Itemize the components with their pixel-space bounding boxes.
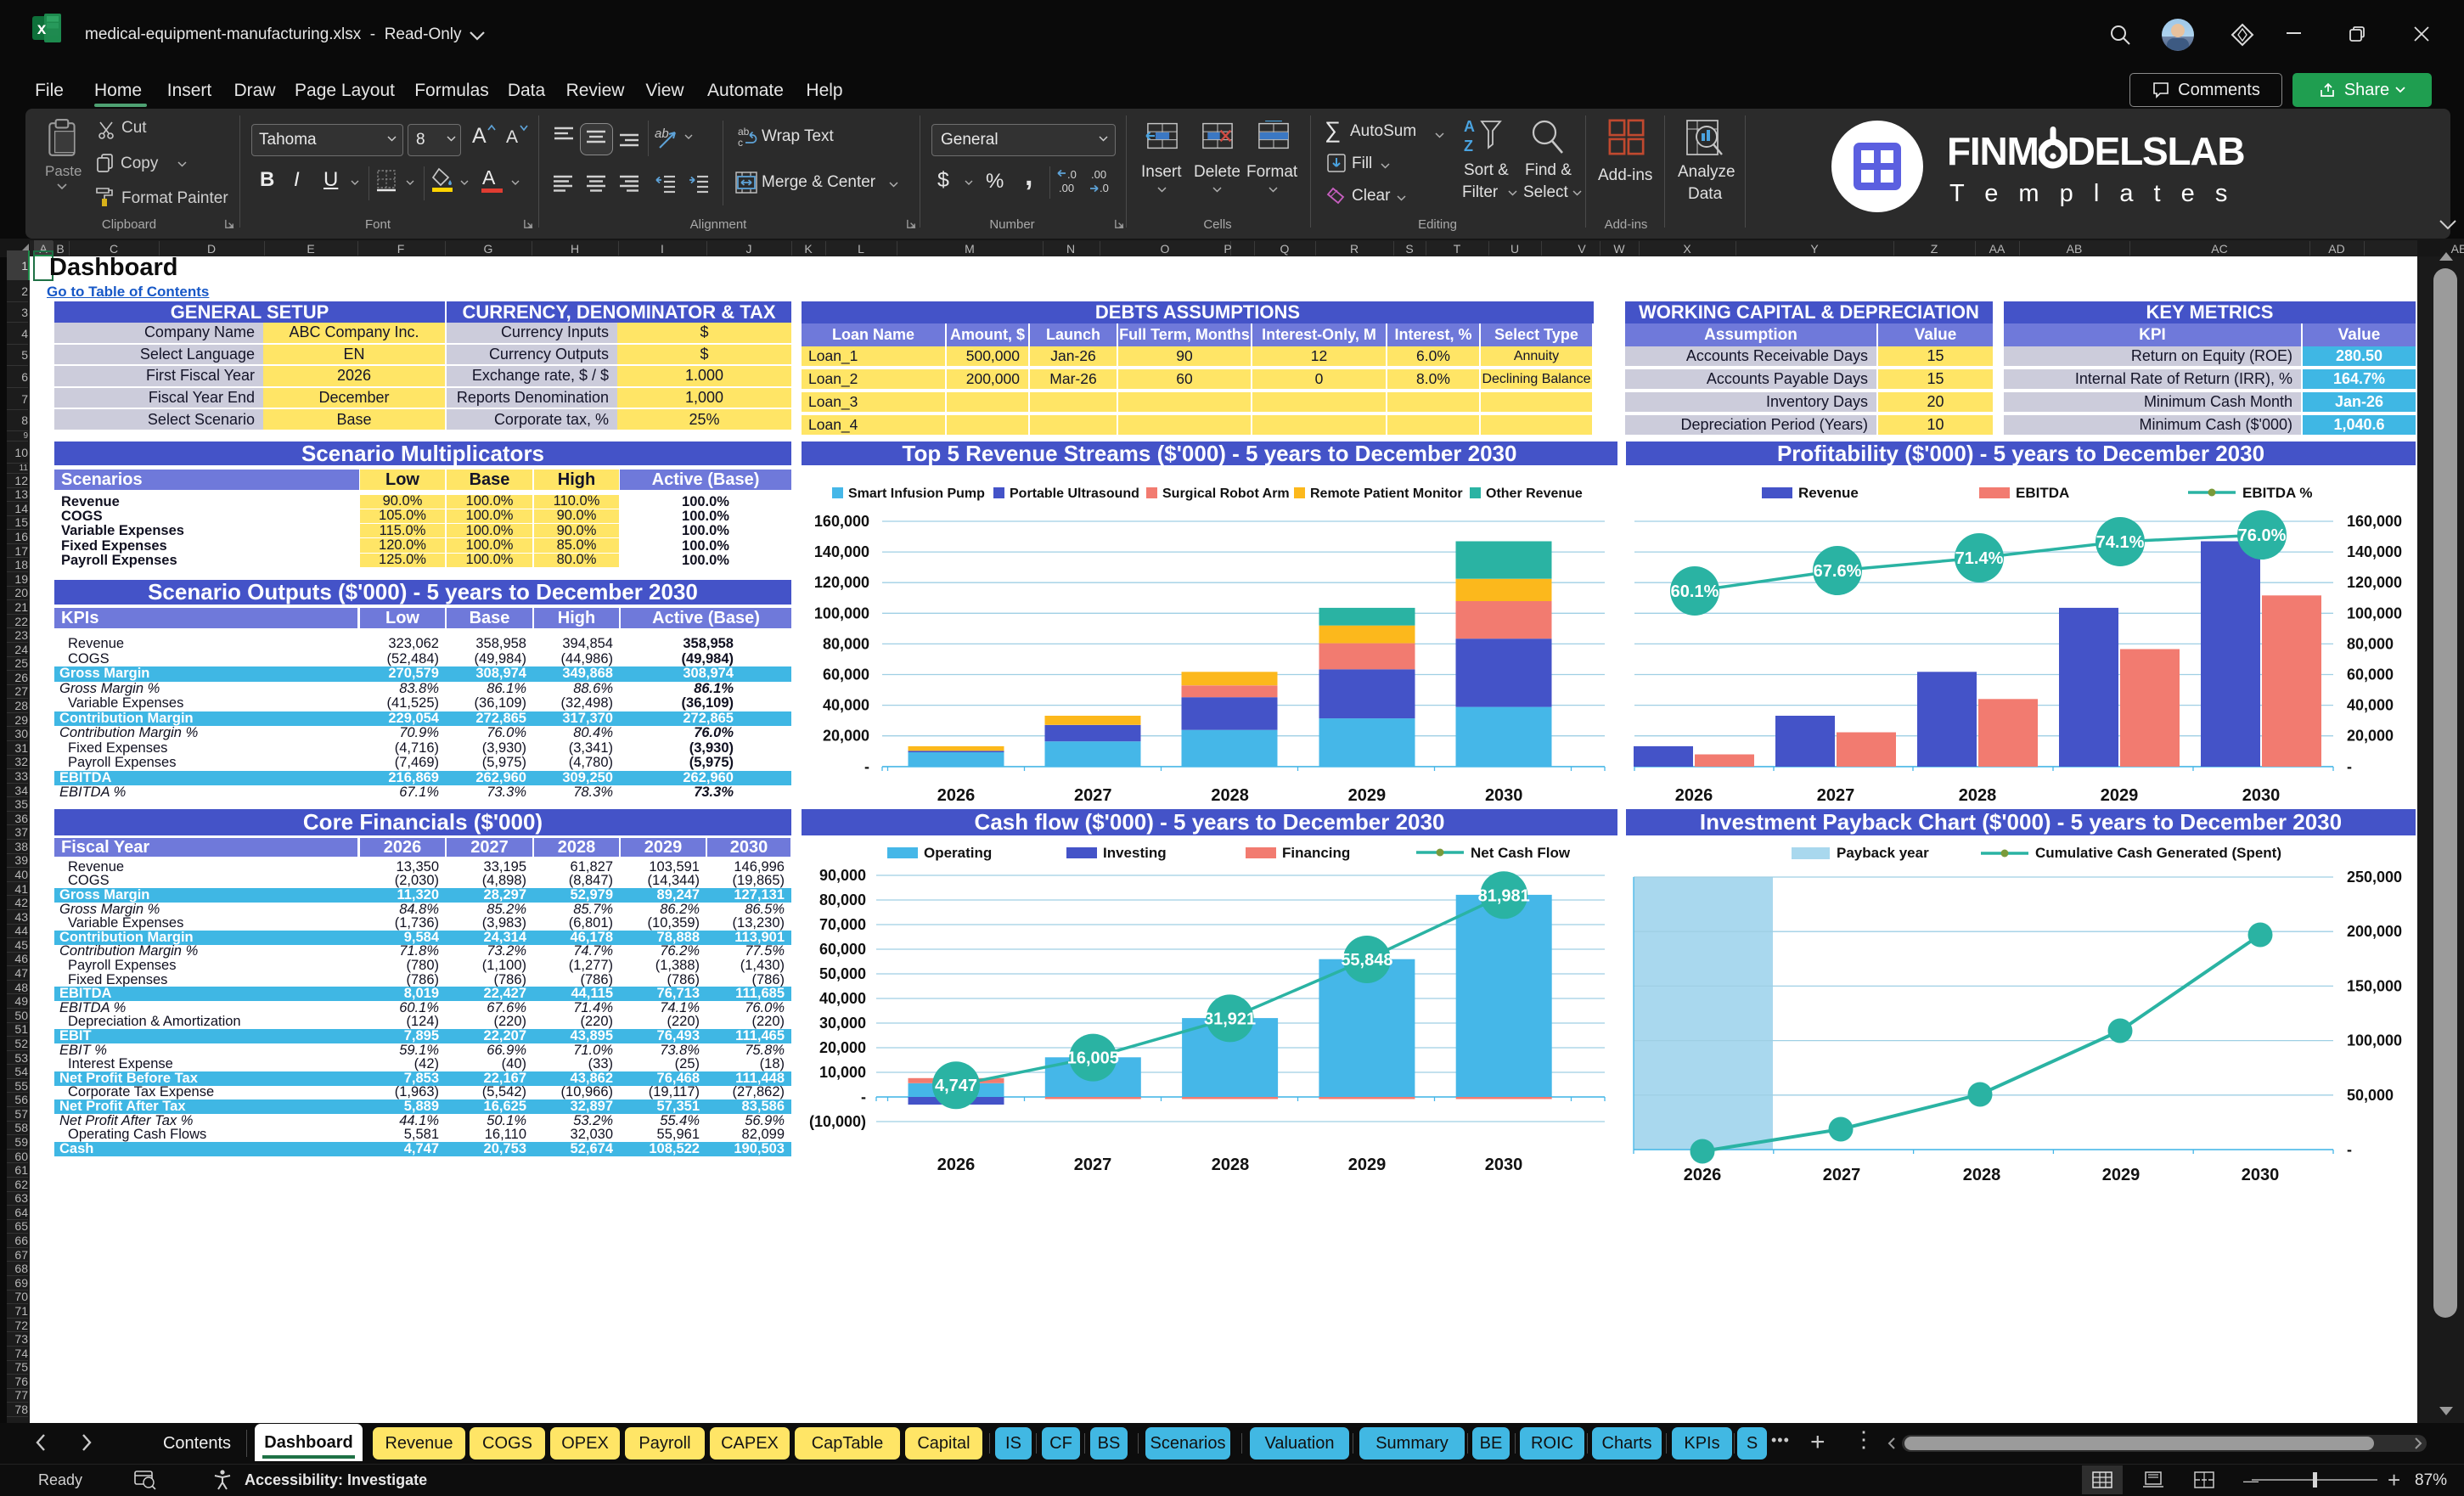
svg-text:EBITDA: EBITDA	[2016, 485, 2069, 501]
svg-text:20,000: 20,000	[2347, 728, 2394, 745]
svg-text:Other Revenue: Other Revenue	[1486, 486, 1583, 501]
svg-text:.00: .00	[1059, 182, 1074, 194]
svg-text:Financing: Financing	[1282, 845, 1350, 861]
svg-text:20,000: 20,000	[823, 728, 869, 745]
svg-text:140,000: 140,000	[814, 543, 869, 560]
svg-text:2026: 2026	[1675, 786, 1713, 805]
svg-text:Payback year: Payback year	[1837, 845, 1929, 861]
svg-text:Remote Patient Monitor: Remote Patient Monitor	[1310, 486, 1463, 501]
svg-text:67.6%: 67.6%	[1814, 562, 1862, 581]
svg-text:40,000: 40,000	[2347, 697, 2394, 714]
svg-text:.00: .00	[1091, 168, 1106, 181]
svg-text:76.0%: 76.0%	[2238, 526, 2287, 545]
svg-text:(10,000): (10,000)	[809, 1113, 866, 1130]
svg-text:40,000: 40,000	[823, 697, 869, 714]
svg-text:c: c	[738, 137, 743, 149]
svg-text:2030: 2030	[2242, 786, 2281, 805]
svg-text:30,000: 30,000	[819, 1015, 866, 1032]
svg-text:120,000: 120,000	[814, 574, 869, 591]
svg-text:-: -	[2347, 758, 2352, 775]
svg-text:55,848: 55,848	[1341, 951, 1392, 970]
svg-text:60,000: 60,000	[819, 941, 866, 958]
svg-text:-: -	[861, 1088, 866, 1105]
svg-text:ab: ab	[655, 127, 669, 141]
svg-text:2027: 2027	[1074, 1156, 1112, 1174]
svg-text:Operating: Operating	[924, 845, 992, 861]
svg-text:20,000: 20,000	[819, 1039, 866, 1056]
svg-text:2028: 2028	[1212, 1156, 1250, 1174]
svg-text:31,921: 31,921	[1204, 1010, 1256, 1028]
svg-text:Z: Z	[1464, 138, 1473, 155]
svg-text:70,000: 70,000	[819, 916, 866, 933]
svg-text:Investing: Investing	[1103, 845, 1167, 861]
svg-text:140,000: 140,000	[2347, 543, 2402, 560]
svg-text:Cumulative Cash Generated (Spe: Cumulative Cash Generated (Spent)	[2035, 845, 2281, 861]
svg-text:EBITDA %: EBITDA %	[2242, 485, 2313, 501]
svg-text:2030: 2030	[1485, 786, 1523, 805]
svg-text:74.1%: 74.1%	[2096, 533, 2145, 552]
svg-text:200,000: 200,000	[2347, 923, 2402, 940]
svg-text:4,747: 4,747	[935, 1077, 977, 1095]
svg-text:80,000: 80,000	[2347, 635, 2394, 652]
svg-text:71.4%: 71.4%	[1955, 549, 2004, 568]
svg-text:-: -	[864, 758, 869, 775]
svg-text:2028: 2028	[1963, 1166, 2001, 1184]
svg-text:160,000: 160,000	[2347, 513, 2402, 530]
svg-text:120,000: 120,000	[2347, 574, 2402, 591]
svg-text:16,005: 16,005	[1067, 1049, 1119, 1068]
svg-text:Smart Infusion Pump: Smart Infusion Pump	[848, 486, 985, 501]
svg-text:81,981: 81,981	[1478, 886, 1530, 905]
svg-text:Revenue: Revenue	[1798, 485, 1859, 501]
svg-text:100,000: 100,000	[814, 605, 869, 621]
svg-text:2026: 2026	[1684, 1166, 1722, 1184]
svg-text:ab: ab	[738, 126, 750, 138]
svg-text:2027: 2027	[1074, 786, 1112, 805]
svg-text:A: A	[1464, 118, 1475, 135]
svg-text:2030: 2030	[1485, 1156, 1523, 1174]
svg-text:2026: 2026	[937, 786, 976, 805]
svg-text:2029: 2029	[1348, 1156, 1387, 1174]
svg-text:100,000: 100,000	[2347, 605, 2402, 621]
svg-text:.0: .0	[1067, 168, 1077, 181]
svg-text:2027: 2027	[1817, 786, 1855, 805]
svg-text:160,000: 160,000	[814, 513, 869, 530]
svg-text:80,000: 80,000	[823, 635, 869, 652]
svg-text:Net Cash Flow: Net Cash Flow	[1471, 845, 1571, 861]
svg-text:2026: 2026	[937, 1156, 976, 1174]
svg-text:150,000: 150,000	[2347, 977, 2402, 994]
svg-text:-: -	[2347, 1141, 2352, 1158]
svg-text:80,000: 80,000	[819, 891, 866, 908]
svg-text:10,000: 10,000	[819, 1064, 866, 1081]
svg-text:2028: 2028	[1211, 786, 1249, 805]
svg-text:Surgical Robot Arm: Surgical Robot Arm	[1162, 486, 1290, 501]
svg-text:50,000: 50,000	[819, 965, 866, 982]
svg-text:60,000: 60,000	[823, 666, 869, 683]
svg-text:100,000: 100,000	[2347, 1032, 2402, 1049]
svg-text:2029: 2029	[1348, 786, 1387, 805]
svg-text:50,000: 50,000	[2347, 1087, 2394, 1104]
svg-text:2030: 2030	[2242, 1166, 2280, 1184]
svg-text:Portable Ultrasound: Portable Ultrasound	[1010, 486, 1139, 501]
svg-text:60,000: 60,000	[2347, 666, 2394, 683]
svg-text:90,000: 90,000	[819, 867, 866, 884]
svg-text:60.1%: 60.1%	[1671, 582, 1719, 601]
svg-text:40,000: 40,000	[819, 990, 866, 1007]
svg-text:2029: 2029	[2102, 1166, 2141, 1184]
svg-text:250,000: 250,000	[2347, 869, 2402, 886]
svg-text:2029: 2029	[2101, 786, 2139, 805]
svg-text:.0: .0	[1100, 182, 1109, 194]
svg-text:2027: 2027	[1823, 1166, 1861, 1184]
svg-text:x: x	[37, 20, 47, 38]
svg-text:2028: 2028	[1959, 786, 1997, 805]
